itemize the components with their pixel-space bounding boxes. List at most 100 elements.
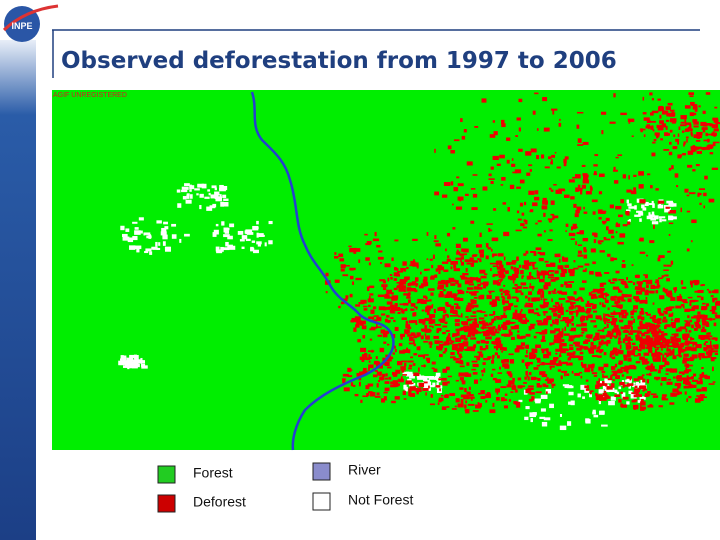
deforest-patch — [355, 304, 361, 307]
non-forest-patch — [608, 401, 615, 406]
deforest-patch — [523, 219, 526, 223]
deforest-patch — [655, 290, 659, 294]
deforest-patch — [564, 194, 570, 198]
non-forest-patch — [144, 232, 151, 235]
deforest-patch — [633, 174, 637, 177]
deforest-patch — [665, 106, 671, 110]
deforest-patch — [689, 356, 694, 362]
deforest-patch — [392, 352, 395, 355]
deforest-patch — [503, 306, 507, 310]
deforest-patch — [542, 97, 548, 102]
deforest-patch — [362, 335, 366, 339]
deforest-patch — [387, 357, 392, 362]
deforest-patch — [644, 290, 649, 296]
deforest-patch — [549, 365, 555, 368]
deforest-patch — [689, 95, 694, 98]
deforest-patch — [471, 323, 476, 329]
deforest-patch — [427, 359, 430, 364]
non-forest-patch — [402, 371, 410, 376]
deforest-patch — [684, 346, 690, 349]
deforest-patch — [382, 373, 386, 377]
deforest-patch — [390, 304, 395, 309]
deforest-patch — [602, 392, 608, 396]
deforest-patch — [454, 405, 457, 408]
deforest-patch — [622, 174, 627, 179]
non-forest-patch — [268, 220, 273, 225]
deforest-patch — [524, 201, 527, 206]
deforest-patch — [408, 283, 415, 286]
deforest-patch — [334, 252, 337, 255]
deforest-patch — [402, 349, 410, 353]
deforest-patch — [640, 346, 645, 350]
deforest-patch — [537, 220, 542, 223]
deforest-patch — [469, 291, 474, 294]
deforest-patch — [585, 191, 592, 195]
deforest-patch — [496, 355, 500, 359]
deforest-patch — [485, 336, 492, 340]
deforest-patch — [672, 146, 678, 149]
non-forest-patch — [264, 242, 267, 247]
non-forest-patch — [132, 365, 138, 369]
deforest-patch — [610, 366, 616, 370]
deforest-patch — [627, 383, 634, 386]
non-forest-patch — [621, 393, 624, 399]
deforest-patch — [662, 287, 666, 292]
deforest-patch — [651, 152, 656, 157]
deforest-patch — [642, 338, 649, 341]
deforest-patch — [532, 392, 534, 395]
non-forest-patch — [258, 233, 264, 237]
deforest-patch — [452, 203, 454, 206]
deforest-patch — [602, 373, 604, 376]
deforest-patch — [598, 217, 602, 220]
deforest-patch — [701, 387, 707, 392]
non-forest-patch — [658, 216, 666, 219]
deforest-patch — [460, 118, 463, 122]
non-forest-patch — [671, 203, 677, 207]
deforest-patch — [492, 155, 499, 161]
deforest-patch — [506, 261, 511, 266]
deforest-patch — [558, 362, 563, 367]
deforest-patch — [619, 233, 626, 238]
deforest-patch — [627, 298, 632, 303]
deforest-patch — [374, 360, 379, 364]
deforest-patch — [627, 320, 633, 325]
deforest-patch — [560, 268, 567, 271]
deforest-patch — [470, 326, 477, 331]
non-forest-patch — [651, 211, 655, 216]
deforest-patch — [684, 105, 691, 109]
non-forest-patch — [123, 365, 128, 368]
deforest-patch — [577, 138, 582, 143]
deforest-patch — [619, 351, 624, 355]
non-forest-patch — [564, 385, 569, 389]
deforest-patch — [521, 359, 525, 363]
legend-label: Deforest — [193, 494, 246, 510]
deforest-patch — [661, 110, 668, 115]
deforest-patch — [470, 315, 477, 318]
deforest-patch — [579, 309, 585, 312]
deforest-patch — [539, 363, 545, 366]
deforest-patch — [659, 313, 665, 316]
deforest-patch — [637, 353, 641, 357]
deforest-patch — [430, 292, 434, 296]
deforest-patch — [423, 364, 426, 368]
deforest-patch — [392, 333, 396, 339]
deforest-patch — [648, 326, 652, 330]
deforest-patch — [520, 385, 526, 388]
deforest-patch — [670, 322, 677, 325]
deforest-patch — [482, 186, 488, 191]
deforest-patch — [606, 342, 609, 347]
deforest-patch — [564, 281, 568, 286]
deforest-patch — [554, 328, 561, 332]
deforest-patch — [694, 107, 698, 112]
deforest-patch — [557, 314, 561, 319]
deforest-patch — [682, 377, 688, 381]
deforest-patch — [682, 361, 687, 364]
deforest-patch — [668, 295, 673, 298]
deforest-patch — [621, 314, 627, 319]
deforest-patch — [650, 393, 657, 396]
deforest-patch — [689, 280, 693, 285]
deforest-patch — [664, 352, 668, 356]
non-forest-patch — [429, 376, 435, 380]
deforest-patch — [484, 326, 490, 329]
deforest-patch — [325, 291, 328, 294]
